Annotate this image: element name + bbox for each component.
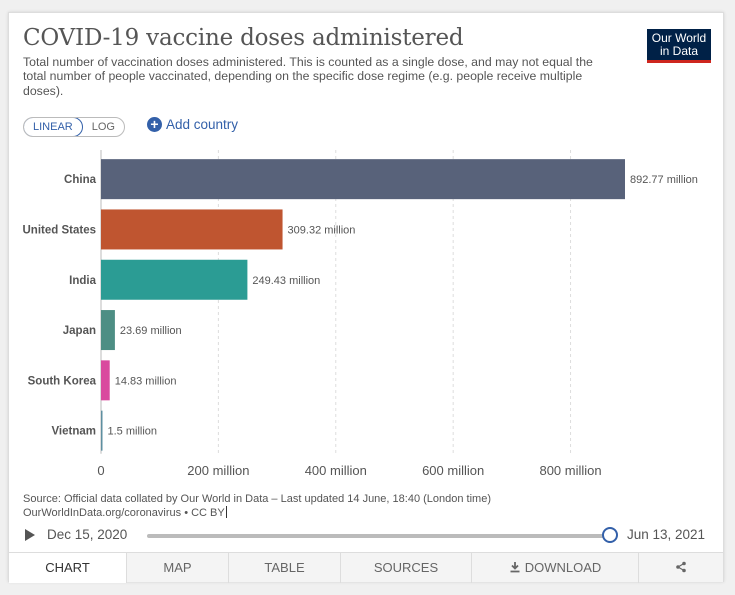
source-line-1: Source: Official data collated by Our Wo… (23, 493, 491, 505)
plus-circle-icon: + (147, 117, 162, 132)
category-label: China (64, 174, 97, 186)
play-icon[interactable] (25, 529, 35, 541)
scale-toggle: LINEAR LOG (23, 117, 125, 137)
text-cursor (225, 506, 227, 518)
owid-logo[interactable]: Our World in Data (647, 29, 711, 63)
source-line-2[interactable]: OurWorldInData.org/coronavirus • CC BY (23, 507, 225, 519)
data-label: 1.5 million (108, 426, 158, 438)
tab-share[interactable] (638, 553, 723, 583)
timeline-end-date: Jun 13, 2021 (627, 527, 706, 542)
bar (101, 209, 283, 250)
x-tick-label: 800 million (539, 463, 601, 478)
data-label: 23.69 million (120, 325, 182, 337)
log-scale-button[interactable]: LOG (91, 121, 115, 133)
category-label: India (69, 275, 96, 287)
x-tick-label: 400 million (305, 463, 367, 478)
timeline-slider-track[interactable] (147, 534, 609, 538)
tab-sources[interactable]: SOURCES (340, 553, 471, 583)
data-label: 309.32 million (288, 224, 356, 236)
category-label: United States (23, 224, 97, 236)
data-label: 249.43 million (252, 275, 320, 287)
tab-bar: CHART MAP TABLE SOURCES DOWNLOAD (9, 552, 723, 583)
logo-line-2: in Data (659, 44, 699, 58)
bar (101, 159, 625, 200)
bar-chart: 0 200 million 400 million 600 million 800 mi… (23, 150, 698, 478)
source-note: Source: Official data collated by Our Wo… (23, 492, 623, 520)
data-label: 892.77 million (630, 174, 698, 186)
bar (101, 360, 110, 401)
tab-download-label: DOWNLOAD (524, 560, 602, 575)
timeline: Dec 15, 2020 Jun 13, 2021 (23, 525, 713, 545)
category-label: South Korea (28, 375, 97, 387)
chart-subtitle: Total number of vaccination doses admini… (23, 55, 593, 98)
tab-table[interactable]: TABLE (228, 553, 340, 583)
bar (101, 310, 115, 351)
linear-scale-button[interactable]: LINEAR (23, 118, 83, 136)
bar (101, 259, 248, 300)
category-label: Japan (63, 325, 96, 337)
tab-map[interactable]: MAP (126, 553, 228, 583)
share-icon (676, 561, 686, 573)
logo-line-1: Our World (651, 31, 707, 45)
timeline-slider-handle[interactable] (602, 527, 618, 543)
data-label: 14.83 million (115, 375, 177, 387)
tab-download[interactable]: DOWNLOAD (471, 553, 638, 583)
category-label: Vietnam (51, 426, 96, 438)
tab-chart[interactable]: CHART (9, 553, 126, 583)
chart-card: COVID-19 vaccine doses administered Tota… (8, 12, 724, 583)
bar (101, 410, 103, 451)
add-country-label: Add country (166, 117, 239, 132)
x-tick-label: 600 million (422, 463, 484, 478)
add-country-button[interactable]: + Add country (147, 117, 238, 132)
timeline-start-date: Dec 15, 2020 (47, 527, 128, 542)
download-icon (510, 562, 520, 573)
x-tick-label: 0 (97, 463, 104, 478)
chart-title: COVID-19 vaccine doses administered (23, 25, 464, 51)
x-tick-label: 200 million (187, 463, 249, 478)
